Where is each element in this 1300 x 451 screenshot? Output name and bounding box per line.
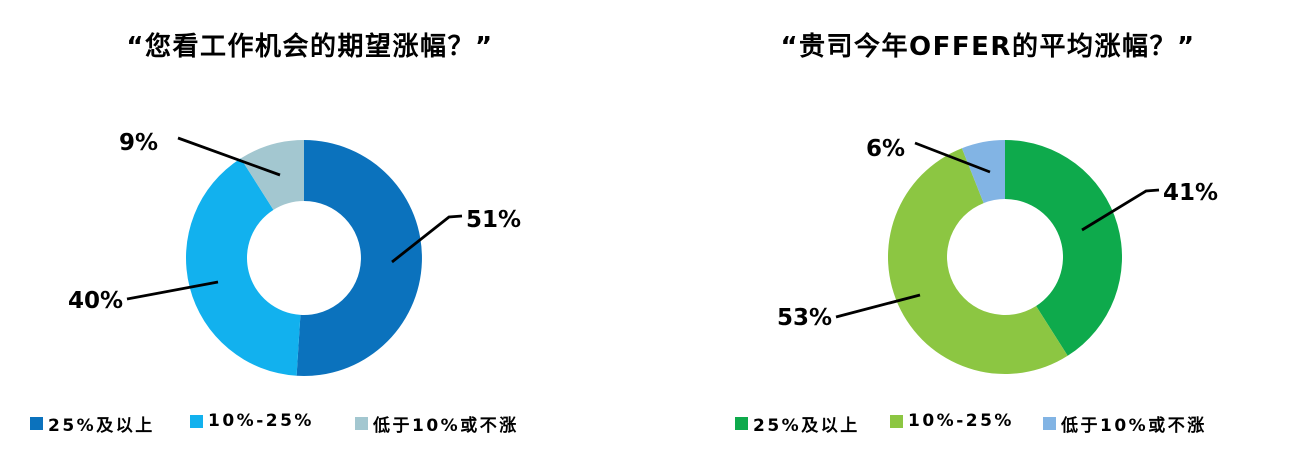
legend-swatch-icon — [190, 414, 203, 428]
donut-chart-offer-raise: 41% 53% 6% — [777, 136, 1218, 375]
data-label: 53% — [777, 305, 832, 331]
legend-label: 10%-25% — [208, 411, 314, 431]
legend-swatch-icon — [1043, 417, 1056, 430]
data-label: 9% — [119, 130, 158, 156]
data-label: 6% — [866, 136, 905, 162]
legend-label: 25%及以上 — [48, 416, 155, 436]
leader-line — [177, 136, 281, 177]
legend-item: 10%-25% — [190, 411, 314, 431]
legend-expected-raise: 25%及以上 10%-25% 低于10%或不涨 — [0, 411, 650, 441]
legend-label: 低于10%或不涨 — [373, 416, 519, 436]
donut-slice-25%及以上 — [1005, 140, 1123, 356]
legend-item: 25%及以上 — [30, 411, 155, 436]
leader-line — [391, 214, 463, 264]
chart-title-expected-raise: “您看工作机会的期望涨幅？” — [126, 32, 494, 62]
donut-slice-10%-25% — [185, 158, 301, 376]
leader-line — [126, 280, 219, 301]
legend-offer-raise: 25%及以上 10%-25% 低于10%或不涨 — [650, 411, 1300, 441]
data-label: 51% — [466, 207, 521, 233]
donut-chart-expected-raise: 51% 40% 9% — [68, 130, 521, 376]
leader-line — [1081, 188, 1160, 232]
chart-panel-offer-raise: “贵司今年OFFER的平均涨幅？” 41% 53% 6% 25%及以上 10%-25… — [650, 0, 1300, 451]
legend-label: 低于10%或不涨 — [1061, 416, 1207, 436]
legend-item: 25%及以上 — [735, 411, 860, 436]
legend-item: 低于10%或不涨 — [355, 411, 519, 436]
data-label: 40% — [68, 288, 123, 314]
data-label: 41% — [1163, 180, 1218, 206]
donut-slice-低于10%或不涨 — [961, 140, 1005, 204]
chart-panel-expected-raise: “您看工作机会的期望涨幅？” 51% 40% 9% 25%及以上 10%-25% 低… — [0, 32, 650, 441]
legend-item: 低于10%或不涨 — [1043, 411, 1207, 436]
legend-label: 25%及以上 — [753, 416, 860, 436]
leader-line — [835, 293, 921, 319]
legend-item: 10%-25% — [890, 411, 1014, 431]
legend-label: 10%-25% — [908, 411, 1014, 431]
leader-line — [914, 141, 991, 174]
donut-slice-25%及以上 — [296, 140, 422, 376]
legend-swatch-icon — [890, 414, 903, 428]
donut-slice-10%-25% — [887, 148, 1068, 375]
legend-swatch-icon — [735, 417, 748, 430]
legend-swatch-icon — [30, 417, 43, 430]
donut-slice-低于10%或不涨 — [240, 140, 304, 210]
legend-swatch-icon — [355, 417, 368, 430]
chart-title-offer-raise: “贵司今年OFFER的平均涨幅？” — [780, 32, 1196, 62]
